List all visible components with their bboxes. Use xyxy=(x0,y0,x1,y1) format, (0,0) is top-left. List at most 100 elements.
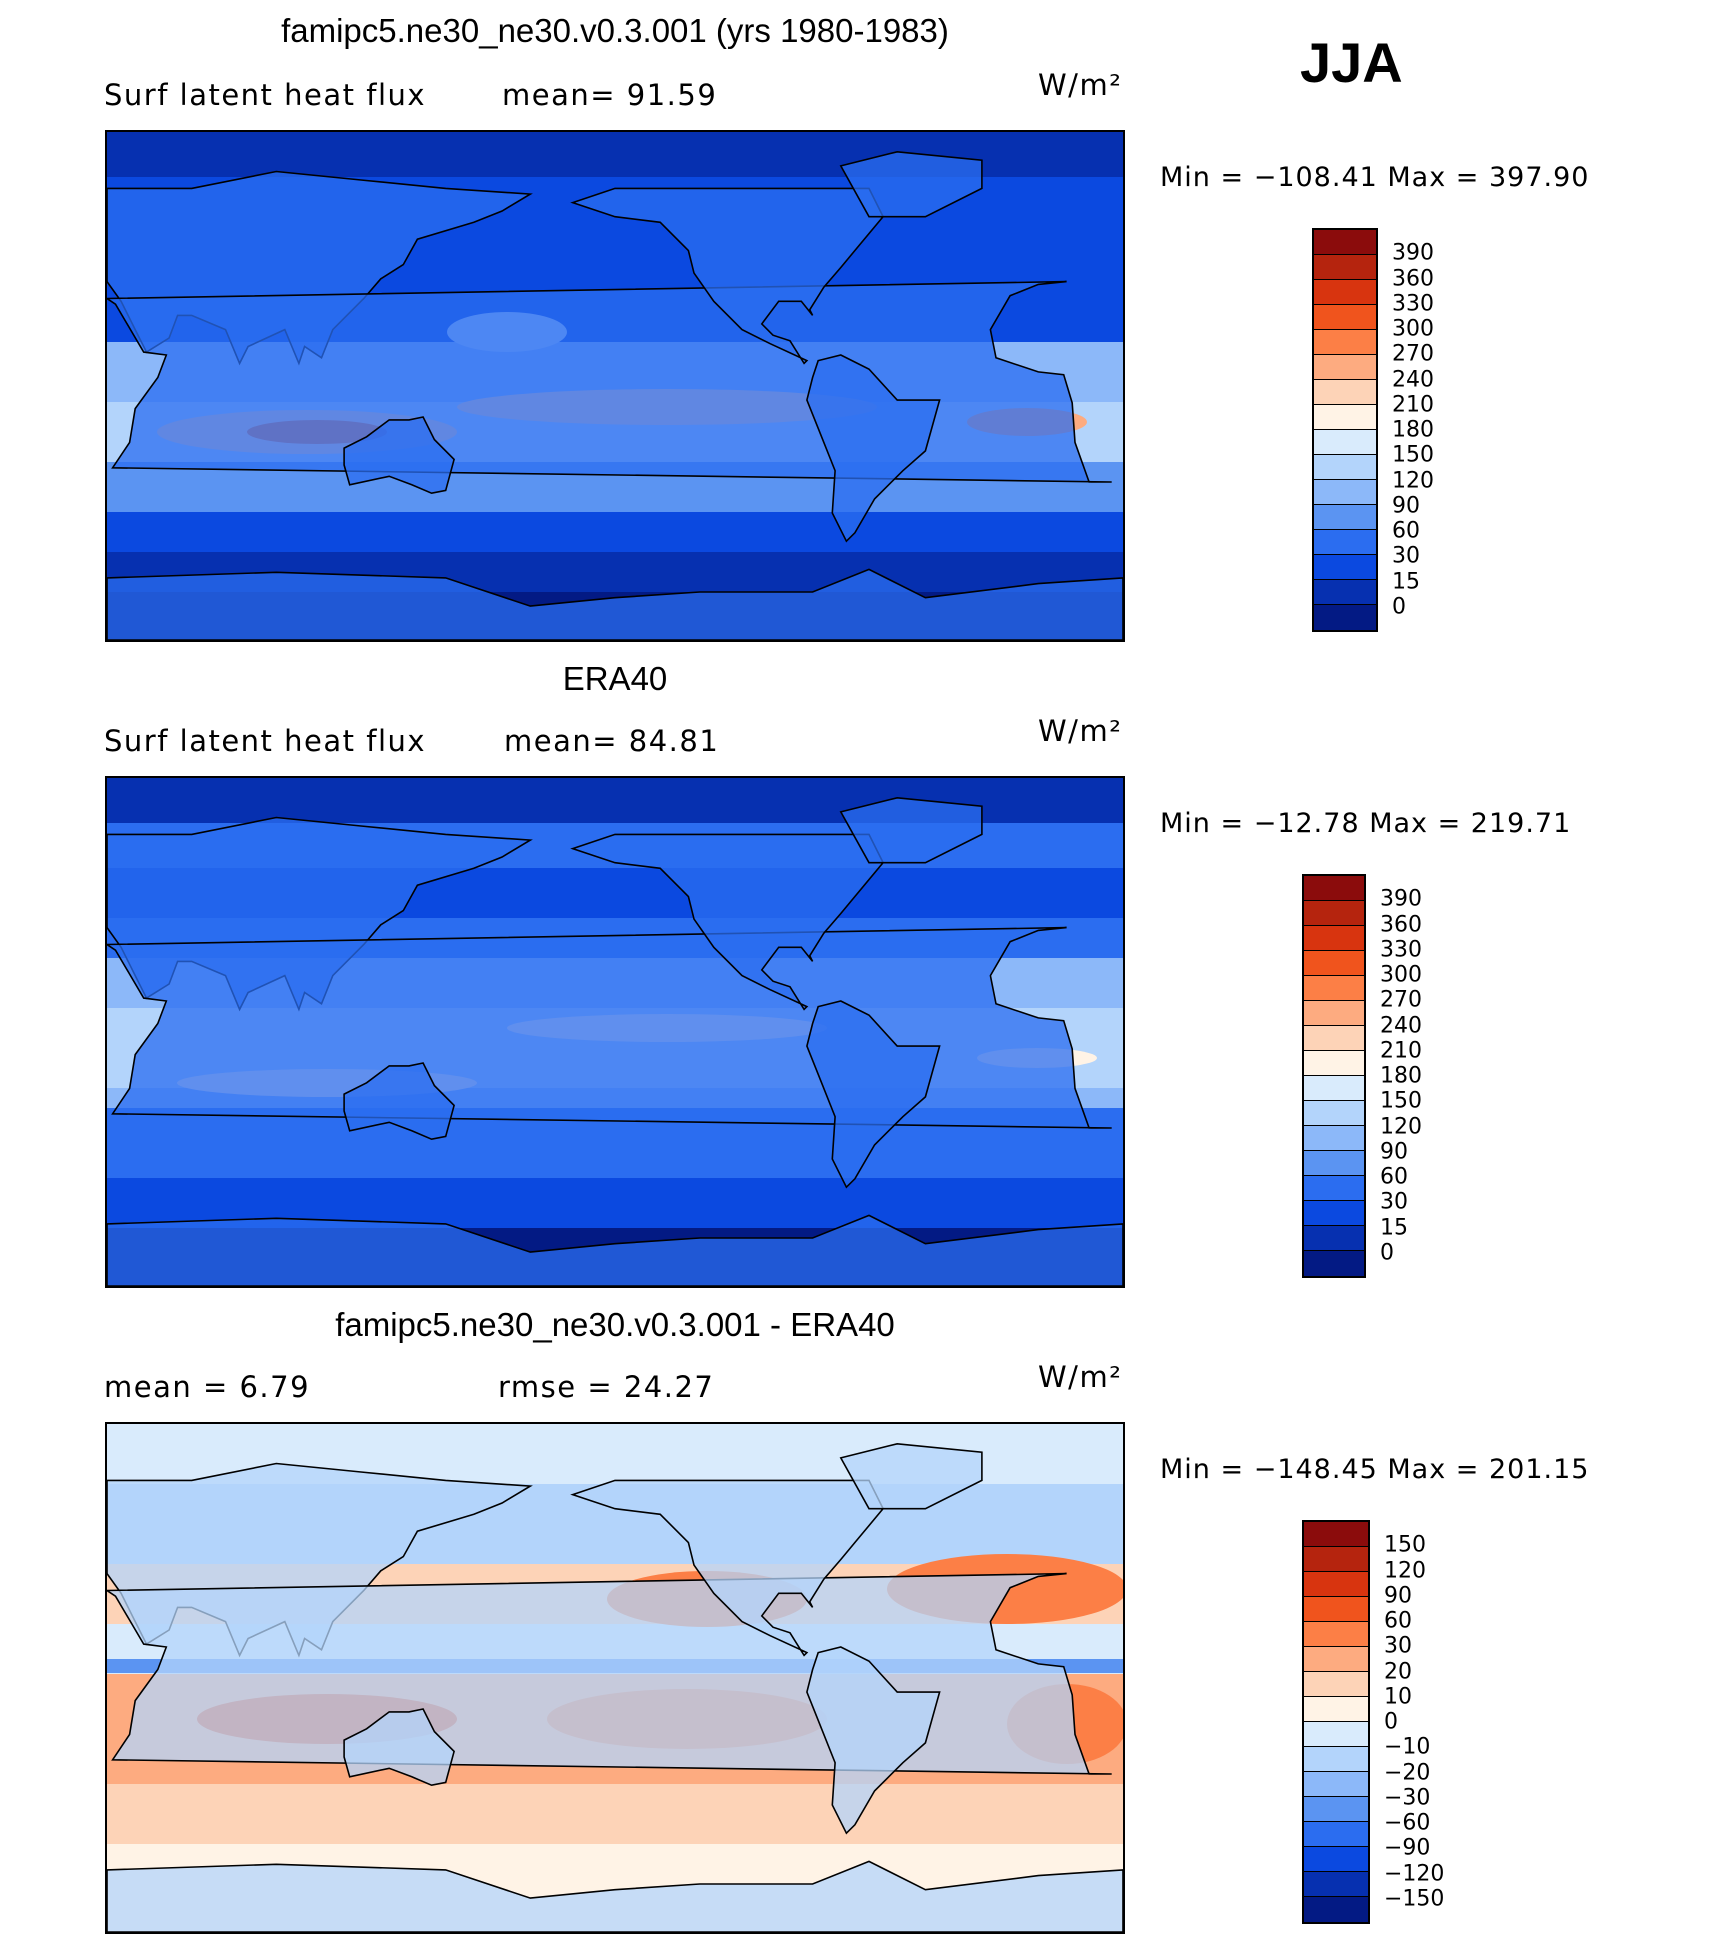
colorbar-swatch xyxy=(1304,1051,1364,1076)
colorbar-tick-label: −120 xyxy=(1384,1861,1445,1886)
colorbar-tick-label: 30 xyxy=(1380,1189,1408,1215)
colorbar-swatch xyxy=(1304,1822,1368,1847)
continent-australia xyxy=(343,416,455,495)
colorbar-swatch xyxy=(1314,480,1376,505)
colorbar-swatch xyxy=(1304,1101,1364,1126)
colorbar-tick-label: 0 xyxy=(1392,594,1406,620)
colorbar-tick-label: 300 xyxy=(1380,962,1422,988)
panel-2-mean: mean= 84.81 xyxy=(504,724,720,758)
colorbar-tick-label: 15 xyxy=(1380,1215,1408,1240)
colorbar-swatch xyxy=(1314,330,1376,355)
colorbar-swatch xyxy=(1304,951,1364,976)
colorbar-tick-label: 270 xyxy=(1380,987,1422,1013)
colorbar-tick-label: 120 xyxy=(1380,1114,1422,1139)
colorbar-swatch xyxy=(1314,405,1376,430)
colorbar-tick-label: 90 xyxy=(1392,493,1420,519)
colorbar-tick-label: 90 xyxy=(1384,1583,1412,1609)
panel-3-units: W/m² xyxy=(1038,1360,1123,1394)
colorbar-tick-label: 180 xyxy=(1380,1063,1422,1089)
continent-greenland xyxy=(839,1442,983,1510)
coastlines xyxy=(107,150,1123,640)
panel-2-variable-label: Surf latent heat flux xyxy=(104,724,427,758)
colorbar-swatch xyxy=(1304,1126,1364,1151)
continent-antarctica xyxy=(107,568,1123,640)
colorbar-swatch xyxy=(1304,1572,1368,1597)
colorbar-tick-label: 60 xyxy=(1384,1608,1412,1634)
colorbar-swatch xyxy=(1304,1872,1368,1897)
colorbar-swatch xyxy=(1304,876,1364,901)
continent-greenland xyxy=(839,150,983,218)
colorbar-tick-label: 60 xyxy=(1380,1164,1408,1190)
colorbar-swatch xyxy=(1314,530,1376,555)
coastlines xyxy=(107,796,1123,1286)
colorbar-tick-label: 330 xyxy=(1380,937,1422,963)
colorbar-tick-label: 90 xyxy=(1380,1139,1408,1165)
continent-africa xyxy=(107,1572,1112,1775)
colorbar-swatch xyxy=(1314,280,1376,305)
panel-2-map xyxy=(105,776,1125,1288)
continent-greenland xyxy=(839,796,983,864)
colorbar-swatch xyxy=(1314,255,1376,280)
colorbar-tick-label: 0 xyxy=(1384,1709,1398,1735)
colorbar-tick-label: 390 xyxy=(1380,886,1422,912)
panel-2-map-svg xyxy=(107,778,1123,1286)
continent-antarctica xyxy=(107,1214,1123,1286)
colorbar-tick-label: 180 xyxy=(1392,417,1434,443)
colorbar-swatch xyxy=(1314,455,1376,480)
season-label: JJA xyxy=(1300,31,1403,94)
colorbar-swatch xyxy=(1304,1747,1368,1772)
colorbar-swatch xyxy=(1304,1151,1364,1176)
colorbar-swatch xyxy=(1314,605,1376,630)
colorbar-swatch xyxy=(1314,380,1376,405)
colorbar-tick-label: 300 xyxy=(1392,316,1434,342)
colorbar-tick-label: 30 xyxy=(1384,1633,1412,1659)
panel-2-units: W/m² xyxy=(1038,714,1123,748)
colorbar-swatch xyxy=(1304,901,1364,926)
panel-1-map-svg xyxy=(107,132,1123,640)
colorbar-tick-label: 210 xyxy=(1380,1038,1422,1064)
colorbar-swatch xyxy=(1314,305,1376,330)
colorbar-swatch xyxy=(1304,1001,1364,1026)
panel-3-map xyxy=(105,1422,1125,1934)
continent-africa xyxy=(107,926,1112,1129)
panel-1-title: famipc5.ne30_ne30.v0.3.001 (yrs 1980-198… xyxy=(281,12,949,49)
colorbar-swatch xyxy=(1304,926,1364,951)
colorbar-swatch xyxy=(1304,1226,1364,1251)
coastlines xyxy=(107,1442,1123,1932)
panel-3-title: famipc5.ne30_ne30.v0.3.001 - ERA40 xyxy=(335,1306,895,1343)
colorbar-swatch xyxy=(1304,1672,1368,1697)
colorbar-swatch xyxy=(1304,1522,1368,1547)
colorbar-swatch xyxy=(1304,976,1364,1001)
colorbar-tick-label: 240 xyxy=(1392,367,1434,392)
panel-2-colorbar xyxy=(1302,874,1366,1278)
colorbar-tick-label: 60 xyxy=(1392,518,1420,544)
colorbar-tick-label: −90 xyxy=(1384,1835,1431,1861)
panel-1-units: W/m² xyxy=(1038,68,1123,102)
colorbar-swatch xyxy=(1304,1697,1368,1722)
colorbar-tick-label: −10 xyxy=(1384,1734,1431,1760)
panel-2-minmax: Min = −12.78 Max = 219.71 xyxy=(1160,808,1572,839)
colorbar-tick-label: 360 xyxy=(1380,912,1422,937)
continent-samerica xyxy=(806,354,941,543)
colorbar-tick-label: 10 xyxy=(1384,1684,1412,1710)
colorbar-swatch xyxy=(1314,430,1376,455)
colorbar-swatch xyxy=(1304,1897,1368,1922)
colorbar-swatch xyxy=(1304,1847,1368,1872)
colorbar-swatch xyxy=(1304,1076,1364,1101)
colorbar-swatch xyxy=(1304,1201,1364,1226)
continent-samerica xyxy=(806,1646,941,1835)
panel-1-minmax: Min = −108.41 Max = 397.90 xyxy=(1160,162,1590,193)
colorbar-tick-label: 15 xyxy=(1392,569,1420,594)
panel-1-colorbar xyxy=(1312,228,1378,632)
colorbar-swatch xyxy=(1314,580,1376,605)
colorbar-tick-label: 270 xyxy=(1392,341,1434,367)
colorbar-tick-label: −30 xyxy=(1384,1785,1431,1811)
colorbar-swatch xyxy=(1314,505,1376,530)
colorbar-swatch xyxy=(1314,555,1376,580)
colorbar-swatch xyxy=(1304,1176,1364,1201)
colorbar-swatch xyxy=(1304,1547,1368,1572)
colorbar-tick-label: 20 xyxy=(1384,1659,1412,1684)
colorbar-swatch xyxy=(1314,230,1376,255)
continent-australia xyxy=(343,1708,455,1787)
colorbar-tick-label: 0 xyxy=(1380,1240,1394,1266)
